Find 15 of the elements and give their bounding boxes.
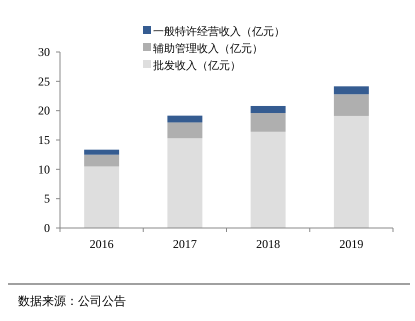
xtick: 2019	[339, 237, 364, 251]
xtick: 2016	[90, 237, 114, 251]
ytick: 15	[38, 133, 50, 147]
ytick: 30	[38, 45, 50, 59]
legend-text: 一般特许经营收入（亿元）	[153, 25, 285, 38]
ytick: 5	[44, 192, 50, 206]
legend-text: 批发收入（亿元）	[153, 59, 241, 72]
ytick: 10	[38, 162, 50, 176]
ytick: 20	[38, 104, 50, 118]
xtick: 2018	[256, 237, 280, 251]
xtick: 2017	[172, 237, 197, 251]
annotation: 数据来源：公司公告	[18, 294, 126, 308]
ytick: 0	[44, 221, 50, 235]
ytick: 25	[38, 74, 50, 88]
legend-text: 辅助管理收入（亿元）	[153, 42, 263, 55]
